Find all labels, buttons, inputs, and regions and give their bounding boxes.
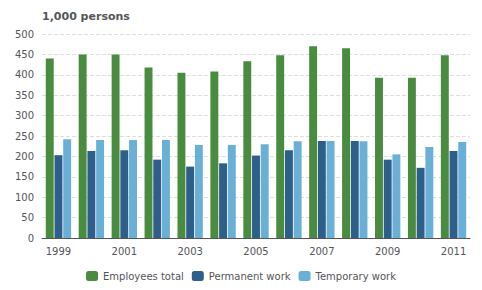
svg-text:450: 450 bbox=[15, 49, 34, 60]
svg-text:2007: 2007 bbox=[309, 246, 334, 257]
svg-text:1,000 persons: 1,000 persons bbox=[42, 10, 130, 23]
svg-text:300: 300 bbox=[15, 110, 34, 121]
svg-text:400: 400 bbox=[15, 69, 34, 80]
svg-text:2009: 2009 bbox=[375, 246, 400, 257]
svg-text:350: 350 bbox=[15, 90, 34, 101]
svg-text:200: 200 bbox=[15, 151, 34, 162]
svg-text:2003: 2003 bbox=[177, 246, 202, 257]
svg-text:0: 0 bbox=[28, 233, 34, 244]
svg-text:50: 50 bbox=[21, 212, 34, 223]
svg-text:Employees total: Employees total bbox=[103, 271, 184, 282]
svg-text:1999: 1999 bbox=[46, 246, 71, 257]
svg-text:500: 500 bbox=[15, 29, 34, 40]
svg-text:2011: 2011 bbox=[441, 246, 466, 257]
svg-text:150: 150 bbox=[15, 171, 34, 182]
svg-text:Temporary work: Temporary work bbox=[315, 271, 397, 282]
svg-text:100: 100 bbox=[15, 192, 34, 203]
svg-text:2001: 2001 bbox=[112, 246, 137, 257]
svg-text:2005: 2005 bbox=[243, 246, 268, 257]
svg-text:Permanent work: Permanent work bbox=[209, 271, 291, 282]
svg-text:250: 250 bbox=[15, 131, 34, 142]
